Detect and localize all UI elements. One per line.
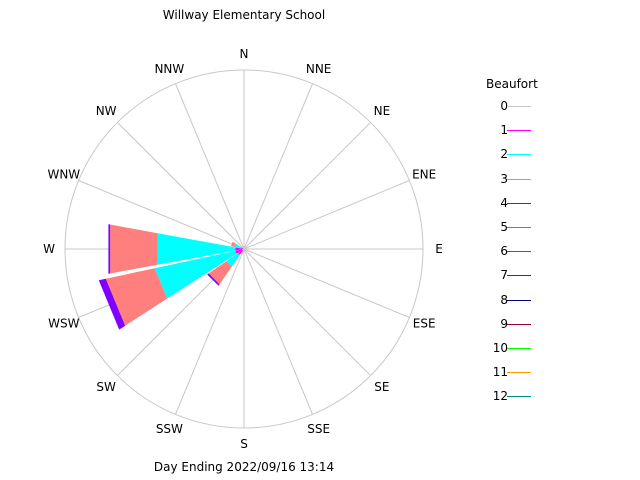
direction-label-se: SE xyxy=(374,380,389,394)
spoke-ene xyxy=(243,180,410,250)
wedge-ne-beaufort-0 xyxy=(244,248,245,249)
legend-label: 0 xyxy=(500,99,508,113)
legend-swatch xyxy=(507,299,531,301)
direction-label-ene: ENE xyxy=(412,167,436,181)
direction-label-n: N xyxy=(240,47,249,61)
legend-swatch xyxy=(507,154,531,156)
legend-item-0: 0 xyxy=(486,99,546,119)
legend-swatch xyxy=(507,348,531,349)
direction-label-s: S xyxy=(240,437,248,451)
legend-label: 3 xyxy=(500,171,508,186)
wedge-wsw-beaufort-3 xyxy=(105,268,168,326)
spoke-wnw xyxy=(78,180,245,250)
legend-item-9: 9 xyxy=(486,317,546,337)
legend-label: 2 xyxy=(500,147,508,162)
spoke-ese xyxy=(243,248,410,318)
spoke-nnw xyxy=(175,83,245,250)
wedge-wsw-beaufort-0 xyxy=(242,249,244,250)
direction-labels: N NNE NE ENE E ESE SE SSE S SSW SW WSW W WNW NW NNW xyxy=(43,47,443,451)
wedge-wnw-beaufort-2 xyxy=(234,243,242,249)
legend-swatch xyxy=(507,251,531,253)
wedge-wsw-beaufort-1 xyxy=(235,249,243,254)
legend-item-3: 3 xyxy=(486,172,546,192)
legend-item-5: 5 xyxy=(486,220,546,240)
direction-label-ese: ESE xyxy=(413,317,436,331)
legend-swatch xyxy=(507,227,531,228)
polar-grid xyxy=(64,69,424,429)
wedge-w-beaufort-2 xyxy=(157,233,236,265)
legend-swatch xyxy=(507,372,531,374)
wedge-sw-beaufort-0 xyxy=(242,249,244,251)
direction-label-sse: SSE xyxy=(307,422,330,436)
direction-label-e: E xyxy=(435,242,443,256)
wedge-sw-beaufort-2 xyxy=(226,253,240,267)
wedge-se-beaufort-0 xyxy=(244,249,245,250)
legend-swatch xyxy=(507,178,531,180)
spoke-nne xyxy=(243,83,313,250)
legend-swatch xyxy=(507,275,531,277)
legend-item-11: 11 xyxy=(486,365,546,385)
wedge-sw-beaufort-1 xyxy=(238,250,243,255)
wedge-w-beaufort-1 xyxy=(235,247,243,251)
direction-label-wsw: WSW xyxy=(48,317,79,331)
legend-label: 10 xyxy=(492,341,508,355)
legend-item-12: 12 xyxy=(486,389,546,409)
legend-item-4: 4 xyxy=(486,196,546,216)
legend-label: 8 xyxy=(500,292,508,307)
wedge-wsw-beaufort-2 xyxy=(154,250,237,299)
legend-item-1: 1 xyxy=(486,123,546,143)
legend-label: 12 xyxy=(492,389,508,404)
legend-label: 4 xyxy=(500,195,508,210)
direction-label-ssw: SSW xyxy=(156,422,183,436)
legend-swatch xyxy=(507,202,531,204)
wind-wedges xyxy=(98,224,245,330)
spoke-nw xyxy=(117,122,245,250)
legend-swatch xyxy=(507,130,531,132)
legend-label: 11 xyxy=(492,365,508,380)
spoke-sse xyxy=(243,248,313,415)
wedge-sw-beaufort-3 xyxy=(208,261,232,285)
legend-item-8: 8 xyxy=(486,293,546,313)
direction-label-nne: NNE xyxy=(306,62,332,76)
wedge-sw-beaufort-4 xyxy=(207,273,220,286)
direction-label-sw: SW xyxy=(96,380,116,394)
legend-swatch xyxy=(507,106,531,107)
direction-label-wnw: WNW xyxy=(47,167,80,181)
legend-swatch xyxy=(507,396,531,398)
wedge-w-beaufort-0 xyxy=(242,248,244,250)
legend-label: 1 xyxy=(500,123,508,138)
chart-title: Willway Elementary School xyxy=(163,8,325,22)
direction-label-w: W xyxy=(43,242,55,256)
legend-label: 6 xyxy=(500,244,508,259)
wedge-nw-beaufort-0 xyxy=(243,248,244,249)
spoke-ssw xyxy=(175,248,245,415)
legend-label: 7 xyxy=(500,268,508,283)
direction-label-nw: NW xyxy=(96,104,117,118)
spoke-se xyxy=(243,248,371,376)
direction-label-ne: NE xyxy=(374,104,391,118)
legend-item-10: 10 xyxy=(486,341,546,361)
spoke-ne xyxy=(243,122,371,250)
legend-label: 5 xyxy=(500,220,508,234)
legend-item-7: 7 xyxy=(486,268,546,288)
legend-swatch xyxy=(507,323,531,325)
wedge-wsw-beaufort-4 xyxy=(98,278,126,330)
wedge-wnw-beaufort-1 xyxy=(241,247,244,249)
legend-title: Beaufort xyxy=(486,77,538,91)
legend-item-6: 6 xyxy=(486,244,546,264)
wedge-w-beaufort-4 xyxy=(108,224,111,274)
legend-item-2: 2 xyxy=(486,147,546,167)
wedge-wnw-beaufort-3 xyxy=(230,241,236,247)
chart-footer: Day Ending 2022/09/16 13:14 xyxy=(154,460,334,474)
legend-label: 9 xyxy=(500,316,508,331)
direction-label-nnw: NNW xyxy=(154,62,184,76)
wedge-w-beaufort-3 xyxy=(110,224,158,274)
